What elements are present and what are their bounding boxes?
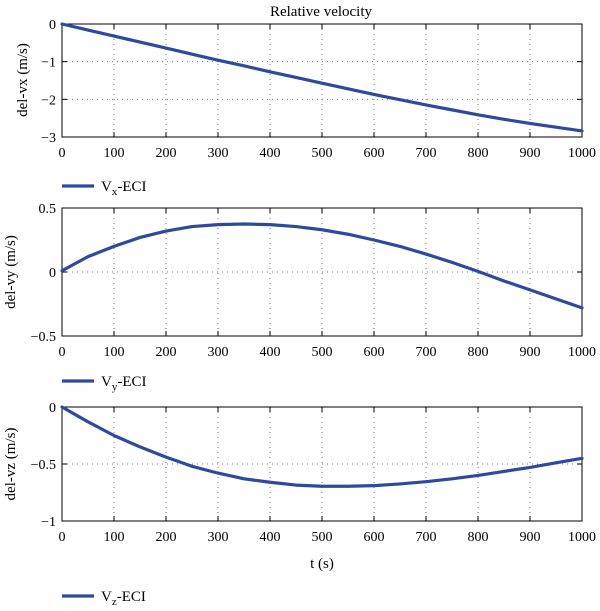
legend-vy: Vy-ECI	[62, 374, 147, 393]
y-tick-label-vy: 0	[49, 266, 56, 281]
x-tick-label-vz: 400	[260, 530, 281, 545]
legend-main-vy: V	[101, 374, 112, 390]
legend-label-vx: Vx-ECI	[101, 179, 147, 198]
x-tick-label-vx: 400	[260, 146, 281, 161]
x-tick-label-vy: 200	[156, 345, 177, 360]
x-tick-label-vy: 300	[208, 345, 229, 360]
grid-vz	[62, 407, 582, 521]
legend-sub-vz: z	[112, 596, 117, 608]
x-tick-label-vx: 600	[364, 146, 385, 161]
chart-title: Relative velocity	[270, 4, 373, 20]
x-tick-label-vy: 0	[59, 345, 66, 360]
x-tick-label-vx: 500	[312, 146, 333, 161]
x-tick-label-vz: 700	[416, 530, 437, 545]
y-tick-label-vy: −0.5	[31, 330, 56, 345]
x-tick-label-vy: 500	[312, 345, 333, 360]
legend-sub-vy: y	[112, 381, 118, 393]
x-tick-label-vy: 800	[468, 345, 489, 360]
legend-vx: Vx-ECI	[62, 179, 147, 198]
y-tick-label-vz: −1	[41, 515, 56, 530]
x-tick-label-vx: 1000	[568, 146, 596, 161]
ticks-vy: 0 100 200 300 400 500 600 700 800 900 1000−0.500.5	[31, 202, 596, 360]
panel-vz: 0 100 200 300 400 500 600 700 800 900 1000 −1 −0.50 …	[3, 401, 596, 608]
y-tick-label-vy: 0.5	[39, 202, 57, 217]
x-tick-label-vy: 900	[520, 345, 541, 360]
y-tick-label-vx: −3	[41, 131, 56, 146]
x-tick-label-vx: 700	[416, 146, 437, 161]
y-tick-label-vz: 0	[49, 401, 56, 416]
x-tick-label-vz: 0	[59, 530, 66, 545]
x-tick-label-vy: 700	[416, 345, 437, 360]
series-line-vy	[60, 222, 584, 310]
x-tick-label-vx: 0	[59, 146, 66, 161]
x-tick-label-vz: 800	[468, 530, 489, 545]
x-tick-label-vz: 600	[364, 530, 385, 545]
x-tick-label-vz: 100	[104, 530, 125, 545]
x-tick-label-vx: 300	[208, 146, 229, 161]
grid-vy	[62, 208, 582, 336]
x-tick-label-vx: 100	[104, 146, 125, 161]
x-tick-label-vy: 100	[104, 345, 125, 360]
legend-rest-vz: -ECI	[117, 589, 146, 605]
legend-sub-vx: x	[112, 186, 118, 198]
y-tick-label-vx: −1	[41, 56, 56, 71]
x-tick-label-vy: 600	[364, 345, 385, 360]
legend-rest-vy: -ECI	[117, 374, 146, 390]
ticks-vx: 0 100 200 300 400 500 600 700 800 900 1000 −3 −2 −1 0	[41, 18, 596, 161]
ticks-vz: 0 100 200 300 400 500 600 700 800 900 1000 −1 −0.5 0	[31, 401, 596, 545]
y-tick-label-vz: −0.5	[31, 458, 56, 473]
legend-label-vy: Vy-ECI	[101, 374, 147, 393]
x-tick-label-vy: 400	[260, 345, 281, 360]
x-tick-label-vz: 300	[208, 530, 229, 545]
x-tick-label-vx: 900	[520, 146, 541, 161]
x-tick-label-vy: 1000	[568, 345, 596, 360]
x-tick-label-vz: 500	[312, 530, 333, 545]
legend-main-vx: V	[101, 179, 112, 195]
y-axis-label-vy: del-vy (m/s)	[3, 235, 19, 309]
legend-main-vz: V	[101, 589, 112, 605]
x-tick-label-vx: 800	[468, 146, 489, 161]
series-line-vz	[60, 405, 584, 488]
y-tick-label-vx: 0	[49, 18, 56, 33]
y-tick-label-vx: −2	[41, 93, 56, 108]
grid-vx	[62, 24, 582, 137]
x-axis-label: t (s)	[310, 556, 334, 572]
panel-vy: 0 100 200 300 400 500 600 700 800 900 1000−0.500.5…	[3, 202, 596, 393]
y-axis-label-vx: del-vx (m/s)	[15, 43, 31, 117]
legend-label-vz: Vz-ECI	[101, 589, 146, 608]
legend-rest-vx: -ECI	[117, 179, 146, 195]
x-tick-label-vx: 200	[156, 146, 177, 161]
series-line-vx	[60, 22, 584, 133]
y-axis-label-vz: del-vz (m/s)	[3, 428, 19, 501]
panel-vx: 0 100 200 300 400 500 600 700 800 900 1000 −3 −2 −10 …	[15, 18, 596, 198]
x-tick-label-vz: 1000	[568, 530, 596, 545]
legend-vz: Vz-ECI	[62, 589, 146, 608]
x-tick-label-vz: 200	[156, 530, 177, 545]
x-tick-label-vz: 900	[520, 530, 541, 545]
